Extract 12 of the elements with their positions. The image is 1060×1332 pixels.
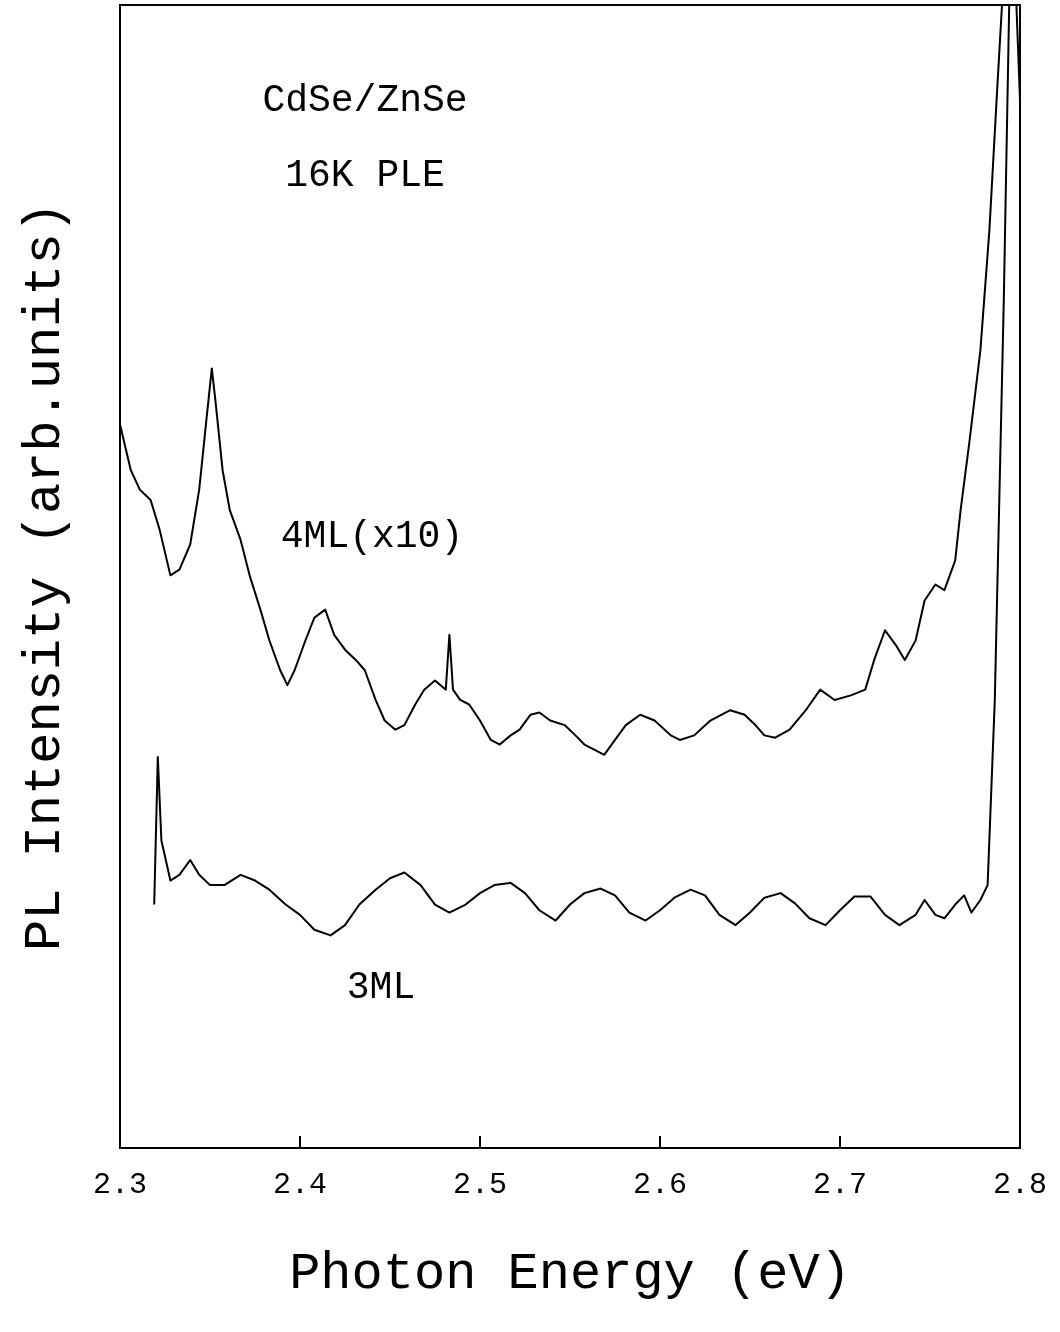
x-tick-label: 2.5 — [452, 1168, 508, 1202]
x-tick-label: 2.7 — [812, 1168, 868, 1202]
series-label: 3ML — [346, 966, 416, 1010]
annotation: 16K PLE — [285, 153, 445, 197]
y-axis-title: PL Intensity (arb.units) — [15, 202, 75, 951]
x-tick-label: 2.4 — [272, 1168, 328, 1202]
x-tick-label: 2.3 — [92, 1168, 148, 1202]
x-axis-title: Photon Energy (eV) — [289, 1244, 851, 1304]
annotation: CdSe/ZnSe — [262, 78, 468, 122]
x-tick-label: 2.8 — [992, 1168, 1048, 1202]
series-label: 4ML(x10) — [280, 514, 464, 558]
x-tick-label: 2.6 — [632, 1168, 688, 1202]
